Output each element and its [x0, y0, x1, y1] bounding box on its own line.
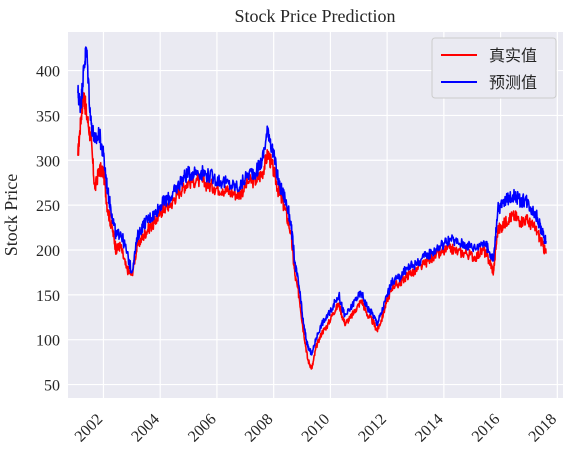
series-line-actual — [77, 91, 547, 370]
x-tick-label: 2006 — [185, 411, 220, 446]
x-tick-label: 2008 — [242, 411, 277, 446]
x-tick-label: 2004 — [128, 411, 163, 446]
y-tick-label: 300 — [36, 153, 60, 170]
x-tick-label: 2018 — [526, 411, 561, 446]
y-axis-label: Stock Price — [1, 174, 21, 257]
legend-label-predicted: 预测值 — [489, 73, 537, 92]
x-tick-label: 2010 — [299, 411, 334, 446]
y-tick-label: 100 — [36, 333, 60, 350]
x-tick-label: 2002 — [72, 411, 107, 446]
y-tick-label: 50 — [44, 378, 60, 395]
x-tick-label: 2014 — [412, 411, 447, 446]
legend-label-actual: 真实值 — [489, 46, 537, 65]
series-line-predicted — [77, 46, 547, 356]
y-tick-label: 350 — [36, 108, 60, 125]
y-tick-label: 150 — [36, 288, 60, 305]
x-tick-label: 2012 — [355, 411, 390, 446]
y-tick-label: 200 — [36, 243, 60, 260]
y-tick-label: 400 — [36, 64, 60, 81]
y-tick-label: 250 — [36, 198, 60, 215]
legend: 真实值 预测值 — [431, 37, 557, 99]
chart-title: Stock Price Prediction — [235, 6, 396, 26]
series-layer — [77, 46, 547, 370]
x-tick-label: 2016 — [469, 411, 504, 446]
